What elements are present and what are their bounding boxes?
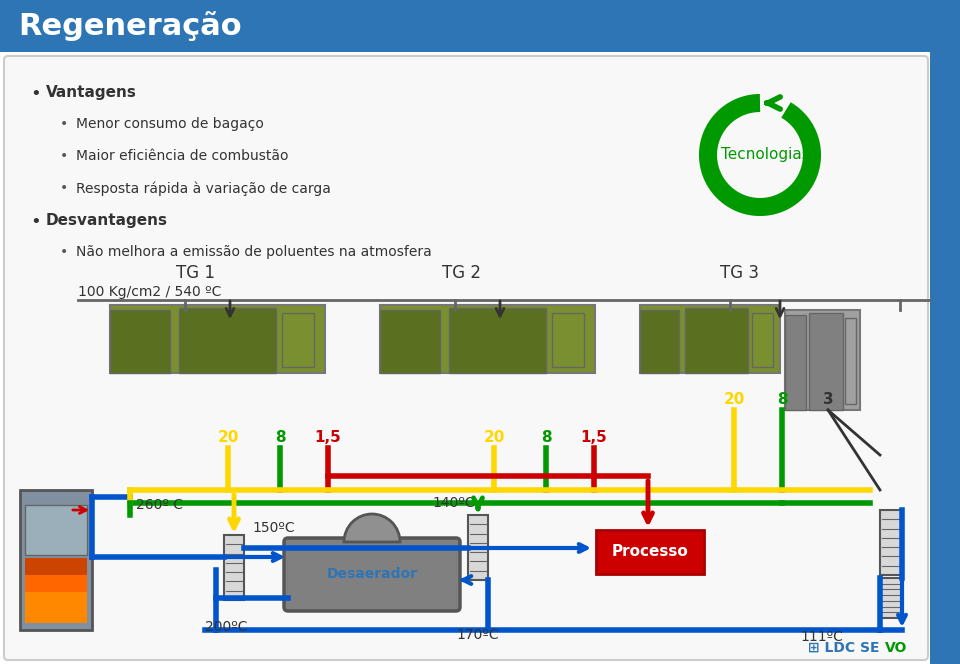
Text: Desaerador: Desaerador (326, 568, 418, 582)
FancyBboxPatch shape (880, 510, 902, 575)
FancyBboxPatch shape (552, 313, 585, 367)
FancyBboxPatch shape (284, 538, 460, 611)
FancyBboxPatch shape (224, 535, 244, 600)
Wedge shape (344, 514, 400, 542)
Text: Maior eficiência de combustão: Maior eficiência de combustão (76, 149, 289, 163)
FancyBboxPatch shape (179, 308, 276, 373)
Text: 100 Kg/cm2 / 540 ºC: 100 Kg/cm2 / 540 ºC (78, 285, 222, 299)
Text: •: • (60, 149, 68, 163)
Text: 1,5: 1,5 (315, 430, 342, 446)
FancyBboxPatch shape (845, 318, 856, 404)
FancyBboxPatch shape (684, 308, 748, 373)
Text: 1,5: 1,5 (581, 430, 608, 446)
Text: 20: 20 (723, 392, 745, 408)
Text: 3: 3 (823, 392, 833, 408)
Text: •: • (60, 245, 68, 259)
FancyBboxPatch shape (282, 313, 314, 367)
Text: 20: 20 (483, 430, 505, 446)
Text: 8: 8 (777, 392, 787, 408)
Text: 111ºC: 111ºC (800, 630, 843, 644)
Text: 20: 20 (217, 430, 239, 446)
Text: 260º C: 260º C (136, 498, 183, 512)
Text: Vantagens: Vantagens (46, 85, 137, 100)
Text: Não melhora a emissão de poluentes na atmosfera: Não melhora a emissão de poluentes na at… (76, 245, 432, 259)
FancyBboxPatch shape (930, 52, 960, 664)
Text: TG 1: TG 1 (176, 264, 214, 282)
FancyBboxPatch shape (640, 310, 680, 373)
Text: 140ºC: 140ºC (432, 496, 474, 510)
FancyBboxPatch shape (25, 575, 87, 623)
FancyBboxPatch shape (468, 515, 488, 580)
FancyBboxPatch shape (785, 315, 806, 410)
FancyBboxPatch shape (110, 310, 170, 373)
FancyBboxPatch shape (785, 310, 860, 410)
FancyBboxPatch shape (25, 505, 87, 555)
FancyBboxPatch shape (809, 313, 843, 410)
Text: 170ºC: 170ºC (456, 628, 498, 642)
Text: 200ºC: 200ºC (205, 620, 248, 634)
FancyBboxPatch shape (752, 313, 773, 367)
Text: VO: VO (885, 641, 907, 655)
FancyBboxPatch shape (110, 305, 325, 373)
Text: •: • (30, 213, 40, 231)
FancyBboxPatch shape (25, 592, 87, 623)
Text: TG 2: TG 2 (443, 264, 482, 282)
FancyBboxPatch shape (25, 558, 87, 623)
Text: •: • (60, 117, 68, 131)
FancyBboxPatch shape (0, 0, 960, 52)
Text: ⊞ LDC SE: ⊞ LDC SE (808, 641, 879, 655)
FancyBboxPatch shape (449, 308, 545, 373)
FancyBboxPatch shape (380, 310, 441, 373)
FancyBboxPatch shape (640, 305, 780, 373)
FancyBboxPatch shape (880, 578, 902, 618)
Text: •: • (30, 85, 40, 103)
Text: 8: 8 (275, 430, 285, 446)
Text: 150ºC: 150ºC (252, 521, 295, 535)
Text: Desvantagens: Desvantagens (46, 213, 168, 228)
FancyBboxPatch shape (596, 530, 704, 574)
FancyBboxPatch shape (4, 56, 928, 660)
Text: Menor consumo de bagaço: Menor consumo de bagaço (76, 117, 264, 131)
Text: •: • (60, 181, 68, 195)
Text: 8: 8 (540, 430, 551, 446)
FancyBboxPatch shape (380, 305, 595, 373)
Text: TG 3: TG 3 (721, 264, 759, 282)
Text: Tecnologias: Tecnologias (721, 147, 809, 163)
FancyBboxPatch shape (20, 490, 92, 630)
Text: Resposta rápida à variação de carga: Resposta rápida à variação de carga (76, 181, 331, 195)
Text: Processo: Processo (612, 544, 688, 560)
Text: Regeneração: Regeneração (18, 11, 242, 41)
